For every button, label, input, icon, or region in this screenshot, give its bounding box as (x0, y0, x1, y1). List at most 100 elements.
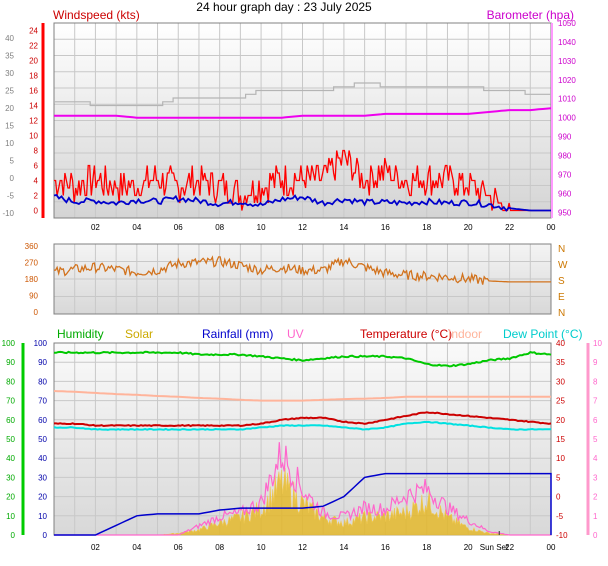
rainfall-line (54, 472, 552, 536)
direction-tick-label: 270 (25, 259, 39, 268)
x-tick-label: 22 (505, 223, 514, 232)
x-tick-label: 14 (339, 543, 348, 552)
baro-tick-label: 970 (558, 170, 572, 179)
uv-tick-label: 5 (593, 435, 598, 444)
wind-tick-label: 8 (34, 147, 39, 156)
x-tick-label: 04 (132, 543, 141, 552)
percent-tick-label: 100 (34, 339, 48, 348)
legend-temperature: Temperature (°C) (360, 327, 452, 341)
windspeed-line (54, 149, 551, 212)
uv-tick-label: 7 (593, 397, 598, 406)
humidity-outer-tick-label: 0 (11, 531, 16, 540)
percent-tick-label: 40 (38, 454, 47, 463)
percent-tick-label: 10 (38, 512, 47, 521)
uv-tick-label: 0 (593, 531, 598, 540)
humidity-outer-tick-label: 10 (6, 512, 15, 521)
percent-tick-label: 80 (38, 377, 47, 386)
direction-panel-grid (54, 244, 551, 314)
wind-tick-label: 12 (29, 117, 38, 126)
wind-tick-label: 24 (29, 27, 38, 36)
baro-tick-label: 950 (558, 208, 572, 217)
wind-outer-tick-label: 5 (10, 157, 15, 166)
temperature-tick-label: 35 (556, 358, 565, 367)
x-tick-label: 12 (298, 223, 307, 232)
baro-tick-label: 990 (558, 133, 572, 142)
x-tick-label: 16 (381, 543, 390, 552)
x-tick-label: 06 (174, 543, 183, 552)
temperature-tick-label: 25 (556, 397, 565, 406)
wind-outer-tick-label: 10 (5, 139, 14, 148)
temperature-tick-label: 10 (556, 454, 565, 463)
direction-tick-label: 360 (25, 242, 39, 251)
temperature-tick-label: 20 (556, 416, 565, 425)
wind-max-line (54, 82, 551, 107)
humidity-outer-tick-label: 50 (6, 435, 15, 444)
direction-panel-frame (53, 243, 552, 315)
baro-tick-label: 1010 (558, 95, 576, 104)
x-tick-label: 20 (464, 223, 473, 232)
x-tick-label: 18 (422, 223, 431, 232)
baro-tick-label: 1030 (558, 57, 576, 66)
legend-solar: Solar (125, 327, 153, 341)
wind-panel-axes: 2422201816141210864204035302520151050-5-… (2, 19, 576, 218)
x-tick-label: 20 (464, 543, 473, 552)
humidity-outer-tick-label: 60 (6, 416, 15, 425)
uv-tick-label: 8 (593, 377, 598, 386)
humidity-outer-tick-label: 80 (6, 377, 15, 386)
x-tick-label: 06 (174, 223, 183, 232)
wind-outer-tick-label: 30 (5, 69, 14, 78)
humidity-outer-tick-label: 70 (6, 397, 15, 406)
wind-outer-tick-label: -10 (2, 209, 14, 218)
temperature-tick-label: -10 (556, 531, 568, 540)
percent-tick-label: 70 (38, 397, 47, 406)
sunset-label: Sun Set (480, 543, 509, 552)
baro-tick-label: 960 (558, 189, 572, 198)
humidity-outer-tick-label: 30 (6, 473, 15, 482)
x-tick-label: 00 (547, 543, 556, 552)
wind-tick-label: 14 (29, 102, 38, 111)
temperature-tick-label: 5 (556, 473, 561, 482)
legend-rainfall: Rainfall (mm) (202, 327, 273, 341)
wind-outer-tick-label: 20 (5, 104, 14, 113)
percent-tick-label: 30 (38, 473, 47, 482)
x-tick-label: 14 (339, 223, 348, 232)
wind-outer-tick-label: 40 (5, 34, 14, 43)
temperature-tick-label: 40 (556, 339, 565, 348)
direction-compass-label: S (558, 276, 565, 287)
indoor-temperature-line (53, 390, 551, 402)
legend-dew-point: Dew Point (°C) (503, 327, 582, 341)
wind-tick-label: 2 (34, 192, 39, 201)
wind-outer-tick-label: 15 (5, 122, 14, 131)
uv-tick-label: 9 (593, 358, 598, 367)
temperature-tick-label: 0 (556, 493, 561, 502)
direction-tick-label: 180 (25, 275, 39, 284)
direction-tick-label: 90 (29, 292, 38, 301)
temperature-tick-label: 15 (556, 435, 565, 444)
baro-tick-label: 1040 (558, 38, 576, 47)
wind-tick-label: 18 (29, 72, 38, 81)
legend-barometer: Barometer (hpa) (487, 8, 574, 22)
climate-panel-axes: 1009080706050403020100100908070605040302… (2, 339, 603, 540)
x-tick-label: 12 (298, 543, 307, 552)
x-tick-label: 00 (547, 223, 556, 232)
climate-panel-series (53, 350, 552, 536)
legend-uv: UV (287, 327, 304, 341)
humidity-line (53, 350, 552, 368)
legend-humidity: Humidity (57, 327, 104, 341)
uv-tick-label: 10 (593, 339, 602, 348)
baro-tick-label: 980 (558, 152, 572, 161)
direction-panel-series (53, 255, 551, 285)
wind-tick-label: 16 (29, 87, 38, 96)
x-tick-label: 22 (505, 543, 514, 552)
x-tick-label: 10 (257, 543, 266, 552)
humidity-outer-tick-label: 100 (2, 339, 16, 348)
wind-tick-label: 4 (34, 177, 39, 186)
x-tick-label: 08 (215, 223, 224, 232)
x-tick-label: 02 (91, 223, 100, 232)
humidity-outer-tick-label: 20 (6, 493, 15, 502)
wind-outer-tick-label: 35 (5, 52, 14, 61)
humidity-outer-tick-label: 90 (6, 358, 15, 367)
wind-tick-label: 20 (29, 57, 38, 66)
wind-average-line (53, 194, 551, 212)
